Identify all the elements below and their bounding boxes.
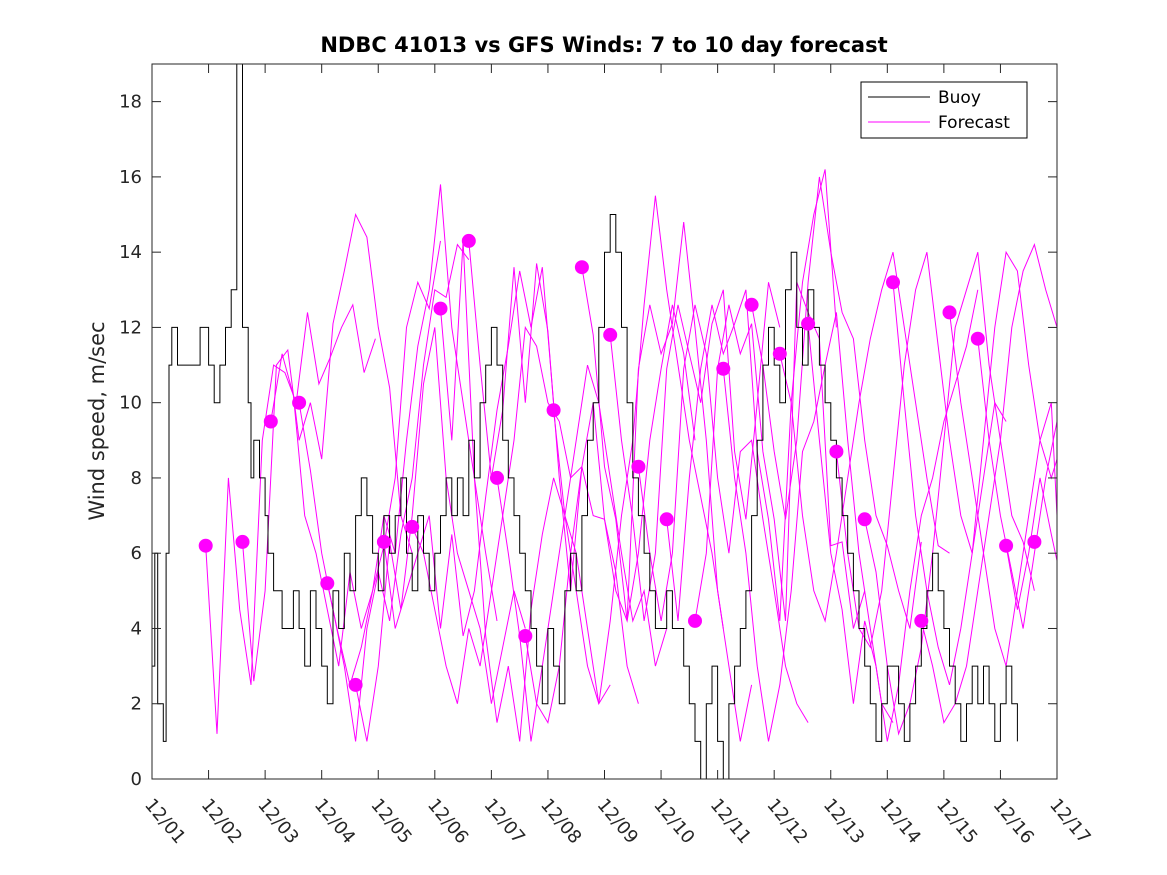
legend: Buoy Forecast — [860, 81, 1028, 139]
forecast-marker — [829, 444, 844, 459]
y-tick-label: 14 — [119, 242, 142, 263]
forecast-marker — [942, 305, 957, 320]
forecast-line-1 — [242, 212, 413, 682]
buoy-line — [152, 64, 1018, 779]
forecast-line-15 — [637, 304, 809, 723]
forecast-marker — [631, 459, 646, 474]
forecast-marker — [688, 613, 702, 628]
forecast-line-13 — [581, 222, 753, 742]
forecast-marker — [801, 316, 816, 331]
y-tick-label: 6 — [131, 543, 142, 564]
y-axis: 0 2 4 6 8 10 12 14 16 18 — [119, 92, 1057, 790]
forecast-marker — [744, 297, 759, 312]
forecast-markers — [198, 233, 1042, 692]
y-tick-label: 16 — [119, 167, 142, 188]
forecast-line-27 — [977, 338, 1057, 629]
buoy-series — [152, 64, 1018, 779]
y-tick-label: 4 — [131, 618, 142, 639]
forecast-line-28 — [1005, 477, 1057, 610]
y-tick-label: 10 — [119, 393, 142, 414]
y-tick-label: 2 — [131, 694, 142, 715]
forecast-line-18 — [722, 312, 894, 742]
forecast-line-14 — [609, 282, 781, 621]
forecast-marker — [999, 538, 1014, 553]
forecast-marker — [914, 613, 929, 628]
forecast-line-23 — [864, 252, 1035, 736]
forecast-marker — [198, 538, 213, 553]
forecast-marker — [405, 519, 420, 534]
y-axis-label: Wind speed, m/sec — [85, 321, 109, 520]
forecast-marker — [603, 327, 618, 342]
forecast-line-5 — [355, 327, 526, 742]
forecast-line-0 — [205, 303, 376, 734]
forecast-marker — [263, 414, 278, 429]
y-tick-label: 12 — [119, 317, 142, 338]
forecast-marker — [857, 512, 872, 527]
forecast-marker — [433, 301, 448, 316]
forecast-line-19 — [751, 176, 922, 629]
forecast-marker — [490, 470, 504, 485]
forecast-line-16 — [666, 169, 837, 621]
forecast-line-20 — [779, 252, 950, 623]
forecast-marker — [518, 629, 533, 643]
forecast-marker — [235, 534, 250, 549]
forecast-marker — [348, 677, 363, 692]
forecast-line-17 — [694, 282, 866, 629]
forecast-marker — [716, 361, 731, 376]
y-tick-label: 0 — [131, 769, 142, 790]
forecast-marker — [461, 233, 476, 248]
forecast-marker — [772, 346, 787, 361]
forecast-line-21 — [807, 289, 979, 742]
forecast-line-2 — [270, 240, 441, 667]
forecast-marker — [546, 403, 561, 418]
forecast-marker — [1027, 534, 1042, 549]
forecast-marker — [292, 395, 307, 410]
legend-buoy-label: Buoy — [938, 88, 981, 108]
forecast-line-10 — [496, 364, 668, 742]
forecast-marker — [574, 260, 589, 275]
forecast-line-11 — [524, 304, 696, 724]
forecast-marker — [659, 512, 674, 527]
forecast-marker — [376, 534, 391, 549]
forecast-marker — [886, 275, 900, 290]
chart-title: NDBC 41013 vs GFS Winds: 7 to 10 day for… — [320, 33, 887, 57]
forecast-line-25 — [920, 243, 1057, 724]
y-tick-label: 18 — [119, 92, 142, 113]
y-tick-label: 8 — [131, 468, 142, 489]
forecast-marker — [970, 331, 985, 346]
legend-forecast-label: Forecast — [938, 113, 1010, 133]
forecast-marker — [320, 576, 335, 591]
forecast-line-24 — [892, 250, 1057, 686]
